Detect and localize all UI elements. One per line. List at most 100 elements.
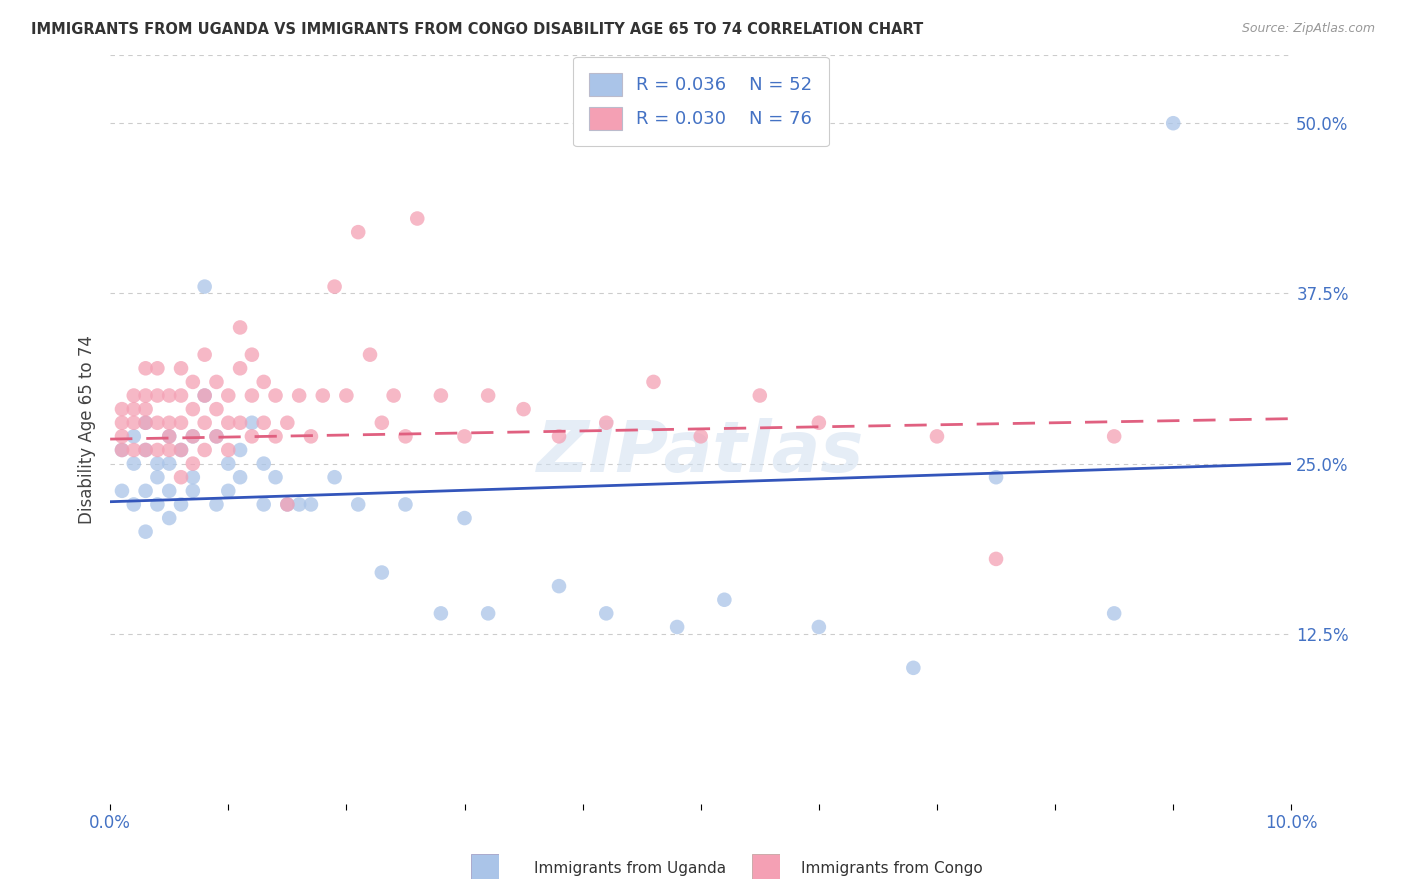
Point bbox=[122, 457, 145, 471]
Point bbox=[748, 388, 770, 402]
Point bbox=[111, 483, 134, 498]
Point bbox=[194, 348, 217, 362]
Point bbox=[1161, 116, 1184, 130]
Point bbox=[371, 416, 394, 430]
Point bbox=[359, 348, 381, 362]
Point bbox=[394, 498, 416, 512]
Point bbox=[205, 498, 228, 512]
Point bbox=[253, 457, 276, 471]
Text: Source: ZipAtlas.com: Source: ZipAtlas.com bbox=[1241, 22, 1375, 36]
Point bbox=[984, 552, 1007, 566]
Point bbox=[135, 416, 157, 430]
Point bbox=[643, 375, 665, 389]
Point bbox=[253, 416, 276, 430]
Point bbox=[181, 429, 204, 443]
Text: Immigrants from Congo: Immigrants from Congo bbox=[801, 862, 983, 876]
Point bbox=[453, 511, 475, 525]
Y-axis label: Disability Age 65 to 74: Disability Age 65 to 74 bbox=[79, 335, 96, 524]
Point bbox=[240, 429, 263, 443]
Point bbox=[122, 429, 145, 443]
Point bbox=[146, 457, 169, 471]
Point bbox=[170, 470, 193, 484]
Point bbox=[135, 361, 157, 376]
Point bbox=[122, 442, 145, 457]
Point bbox=[181, 429, 204, 443]
Point bbox=[229, 320, 252, 334]
Point bbox=[548, 429, 571, 443]
Point bbox=[122, 498, 145, 512]
Point bbox=[240, 388, 263, 402]
Point bbox=[299, 498, 322, 512]
Point bbox=[157, 429, 180, 443]
Point bbox=[1102, 607, 1125, 621]
Point bbox=[111, 442, 134, 457]
Point bbox=[229, 470, 252, 484]
Point bbox=[135, 483, 157, 498]
Point bbox=[217, 416, 239, 430]
Point bbox=[146, 361, 169, 376]
Point bbox=[181, 402, 204, 417]
Point bbox=[903, 661, 925, 675]
Point bbox=[229, 361, 252, 376]
Point bbox=[135, 524, 157, 539]
Point bbox=[170, 442, 193, 457]
Point bbox=[135, 442, 157, 457]
Point bbox=[312, 388, 335, 402]
Point bbox=[170, 442, 193, 457]
Point bbox=[253, 498, 276, 512]
Point bbox=[713, 592, 735, 607]
Point bbox=[170, 388, 193, 402]
Point bbox=[925, 429, 948, 443]
Point bbox=[135, 442, 157, 457]
Point bbox=[205, 429, 228, 443]
Point bbox=[111, 402, 134, 417]
Point bbox=[146, 442, 169, 457]
Point bbox=[170, 361, 193, 376]
Point bbox=[217, 457, 239, 471]
Point bbox=[512, 402, 534, 417]
Point bbox=[181, 457, 204, 471]
Point bbox=[666, 620, 689, 634]
Point bbox=[135, 402, 157, 417]
Point bbox=[146, 388, 169, 402]
Point bbox=[382, 388, 405, 402]
Point bbox=[111, 442, 134, 457]
Point bbox=[157, 442, 180, 457]
Point bbox=[689, 429, 711, 443]
Point bbox=[548, 579, 571, 593]
Text: ZIPatlas: ZIPatlas bbox=[537, 417, 865, 486]
Point bbox=[170, 416, 193, 430]
Point bbox=[229, 416, 252, 430]
Text: IMMIGRANTS FROM UGANDA VS IMMIGRANTS FROM CONGO DISABILITY AGE 65 TO 74 CORRELAT: IMMIGRANTS FROM UGANDA VS IMMIGRANTS FRO… bbox=[31, 22, 924, 37]
Point bbox=[111, 429, 134, 443]
Point bbox=[477, 388, 499, 402]
Point bbox=[264, 388, 287, 402]
Point bbox=[122, 388, 145, 402]
Point bbox=[276, 498, 298, 512]
Point bbox=[276, 498, 298, 512]
Point bbox=[135, 388, 157, 402]
Point bbox=[984, 470, 1007, 484]
Point bbox=[217, 388, 239, 402]
Point bbox=[194, 442, 217, 457]
Point bbox=[430, 388, 453, 402]
Point bbox=[371, 566, 394, 580]
Point bbox=[253, 375, 276, 389]
Point bbox=[288, 388, 311, 402]
Point bbox=[595, 416, 617, 430]
Point bbox=[240, 348, 263, 362]
Point bbox=[181, 375, 204, 389]
Point bbox=[1102, 429, 1125, 443]
Point bbox=[217, 442, 239, 457]
Point bbox=[276, 416, 298, 430]
Point bbox=[394, 429, 416, 443]
Point bbox=[299, 429, 322, 443]
Point bbox=[477, 607, 499, 621]
Point bbox=[146, 498, 169, 512]
Point bbox=[157, 457, 180, 471]
Legend: R = 0.036    N = 52, R = 0.030    N = 76: R = 0.036 N = 52, R = 0.030 N = 76 bbox=[574, 57, 828, 146]
Point bbox=[146, 470, 169, 484]
Point bbox=[323, 279, 346, 293]
Point bbox=[430, 607, 453, 621]
Point bbox=[264, 470, 287, 484]
